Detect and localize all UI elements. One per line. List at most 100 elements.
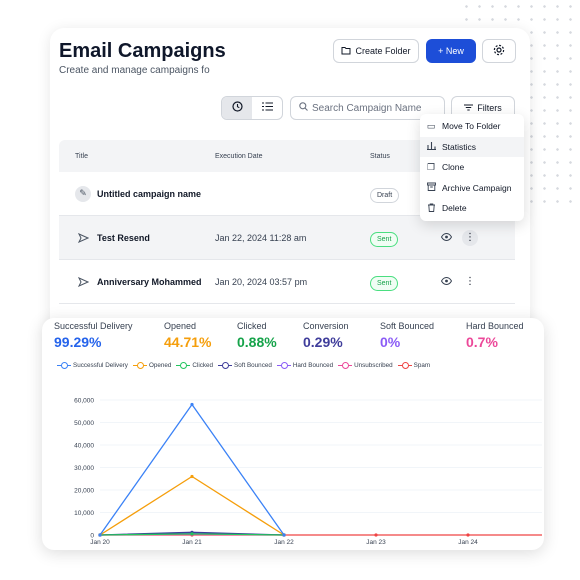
table-row[interactable]: ✎ Untitled campaign name Draft (59, 172, 515, 216)
metric-value: 0% (380, 334, 401, 350)
data-point (190, 402, 194, 407)
row-title-cell: Test Resend (59, 230, 150, 246)
copy-icon: ❐ (426, 161, 436, 172)
menu-item-label: Delete (442, 203, 467, 214)
x-tick-label: Jan 22 (274, 539, 294, 546)
x-tick-label: Jan 23 (366, 539, 386, 546)
send-icon (75, 230, 91, 246)
more-options-icon[interactable]: ⋮ (462, 229, 478, 246)
filter-icon (464, 103, 474, 113)
folder-icon: ▭ (426, 120, 436, 131)
folder-icon (341, 46, 351, 57)
status-badge: Sent (370, 275, 399, 291)
row-status-cell: Draft (370, 187, 400, 203)
more-options-icon[interactable]: ⋮ (465, 276, 475, 287)
search-input[interactable]: Search Campaign Name (290, 96, 445, 120)
status-badge: Draft (370, 187, 400, 203)
y-tick-label: 10,000 (74, 510, 94, 517)
menu-item-move-to-folder[interactable]: ▭ Move To Folder (420, 116, 524, 137)
legend-spam[interactable]: Spam (397, 362, 431, 369)
statistics-panel: Successful Delivery 99.29% Opened 44.71%… (42, 318, 544, 550)
legend-label: Opened (148, 362, 172, 369)
metric-conversion: Conversion 0.29% (303, 321, 349, 350)
row-title-cell: Anniversary Mohammed (59, 274, 202, 290)
clock-icon (231, 101, 243, 115)
y-tick-label: 60,000 (74, 398, 94, 405)
status-badge: Sent (370, 231, 399, 247)
legend-marker (276, 362, 291, 369)
y-tick-label: 30,000 (74, 465, 94, 472)
data-point (282, 533, 286, 537)
gear-icon (493, 44, 505, 58)
legend-clicked[interactable]: Clicked (176, 362, 213, 369)
view-toggle (221, 96, 283, 120)
table-row[interactable]: Test Resend Jan 22, 2024 11:28 am Sent ⋮ (59, 216, 515, 260)
legend-marker (397, 362, 412, 369)
row-title: Test Resend (97, 232, 150, 243)
series-line (99, 475, 285, 536)
list-icon (261, 102, 273, 114)
metric-label: Successful Delivery (54, 321, 133, 331)
new-button[interactable]: + New (426, 39, 476, 63)
y-tick-label: 40,000 (74, 443, 94, 450)
legend-soft-bounced[interactable]: Soft Bounced (218, 362, 272, 369)
legend-label: Unsubscribed (354, 362, 393, 369)
filters-label: Filters (477, 103, 502, 113)
row-status-cell: Sent (370, 231, 399, 247)
page-title: Email Campaigns (59, 40, 226, 62)
data-point (466, 533, 470, 537)
metric-soft-bounced: Soft Bounced 0% (380, 321, 434, 350)
legend-marker (132, 362, 147, 369)
list-view-button[interactable] (252, 97, 282, 119)
settings-button[interactable] (482, 39, 516, 63)
metric-opened: Opened 44.71% (164, 321, 211, 350)
search-placeholder: Search Campaign Name (312, 102, 422, 114)
legend-marker (176, 362, 191, 369)
series-line (99, 403, 285, 536)
menu-item-clone[interactable]: ❐ Clone (420, 157, 524, 178)
eye-icon[interactable] (440, 276, 453, 287)
legend-opened[interactable]: Opened (132, 362, 172, 369)
column-execution-date: Execution Date (215, 152, 263, 160)
row-actions: ⋮ (440, 274, 478, 290)
eye-icon[interactable] (440, 232, 453, 243)
legend-unsubscribed[interactable]: Unsubscribed (338, 362, 393, 369)
legend-hard-bounced[interactable]: Hard Bounced (276, 362, 333, 369)
data-point (98, 533, 102, 537)
menu-item-statistics[interactable]: Statistics (420, 136, 524, 157)
menu-item-archive-campaign[interactable]: Archive Campaign (420, 178, 524, 199)
column-title: Title (75, 152, 88, 160)
legend-successful-delivery[interactable]: Successful Delivery (57, 362, 128, 369)
chart-legend: Successful Delivery Opened Clicked Soft … (57, 362, 430, 369)
menu-item-label: Clone (442, 162, 465, 173)
data-point (190, 474, 194, 479)
campaign-line-chart: 0 10,000 20,000 30,000 40,000 50,000 60,000 Jan… (74, 398, 542, 546)
send-icon (75, 274, 91, 290)
x-tick-label: Jan 24 (458, 539, 478, 546)
menu-item-label: Archive Campaign (442, 182, 512, 193)
y-tick-label: 0 (90, 533, 94, 540)
trash-icon (426, 203, 436, 214)
metric-hard-bounced: Hard Bounced 0.7% (466, 321, 524, 350)
x-tick-label: Jan 21 (182, 539, 202, 546)
row-context-menu: ▭ Move To Folder Statistics ❐ Clone Arch… (420, 114, 524, 221)
legend-label: Clicked (192, 362, 214, 369)
metric-label: Clicked (237, 321, 267, 331)
clock-view-button[interactable] (222, 97, 252, 119)
row-title-cell: ✎ Untitled campaign name (59, 185, 202, 202)
metric-label: Opened (164, 321, 197, 331)
table-row[interactable]: Anniversary Mohammed Jan 20, 2024 03:57 … (59, 260, 515, 304)
menu-item-delete[interactable]: Delete (420, 198, 524, 219)
x-tick-label: Jan 20 (90, 539, 110, 546)
legend-marker (218, 362, 233, 369)
metric-label: Soft Bounced (380, 321, 435, 331)
row-title: Untitled campaign name (97, 188, 202, 199)
legend-label: Spam (413, 362, 431, 369)
metric-value: 0.29% (303, 334, 343, 350)
create-folder-button[interactable]: Create Folder (333, 39, 419, 63)
data-point (190, 532, 194, 536)
metric-label: Conversion (303, 321, 349, 331)
metric-value: 44.71% (164, 334, 212, 350)
edit-icon: ✎ (75, 185, 91, 202)
search-icon (299, 102, 308, 114)
